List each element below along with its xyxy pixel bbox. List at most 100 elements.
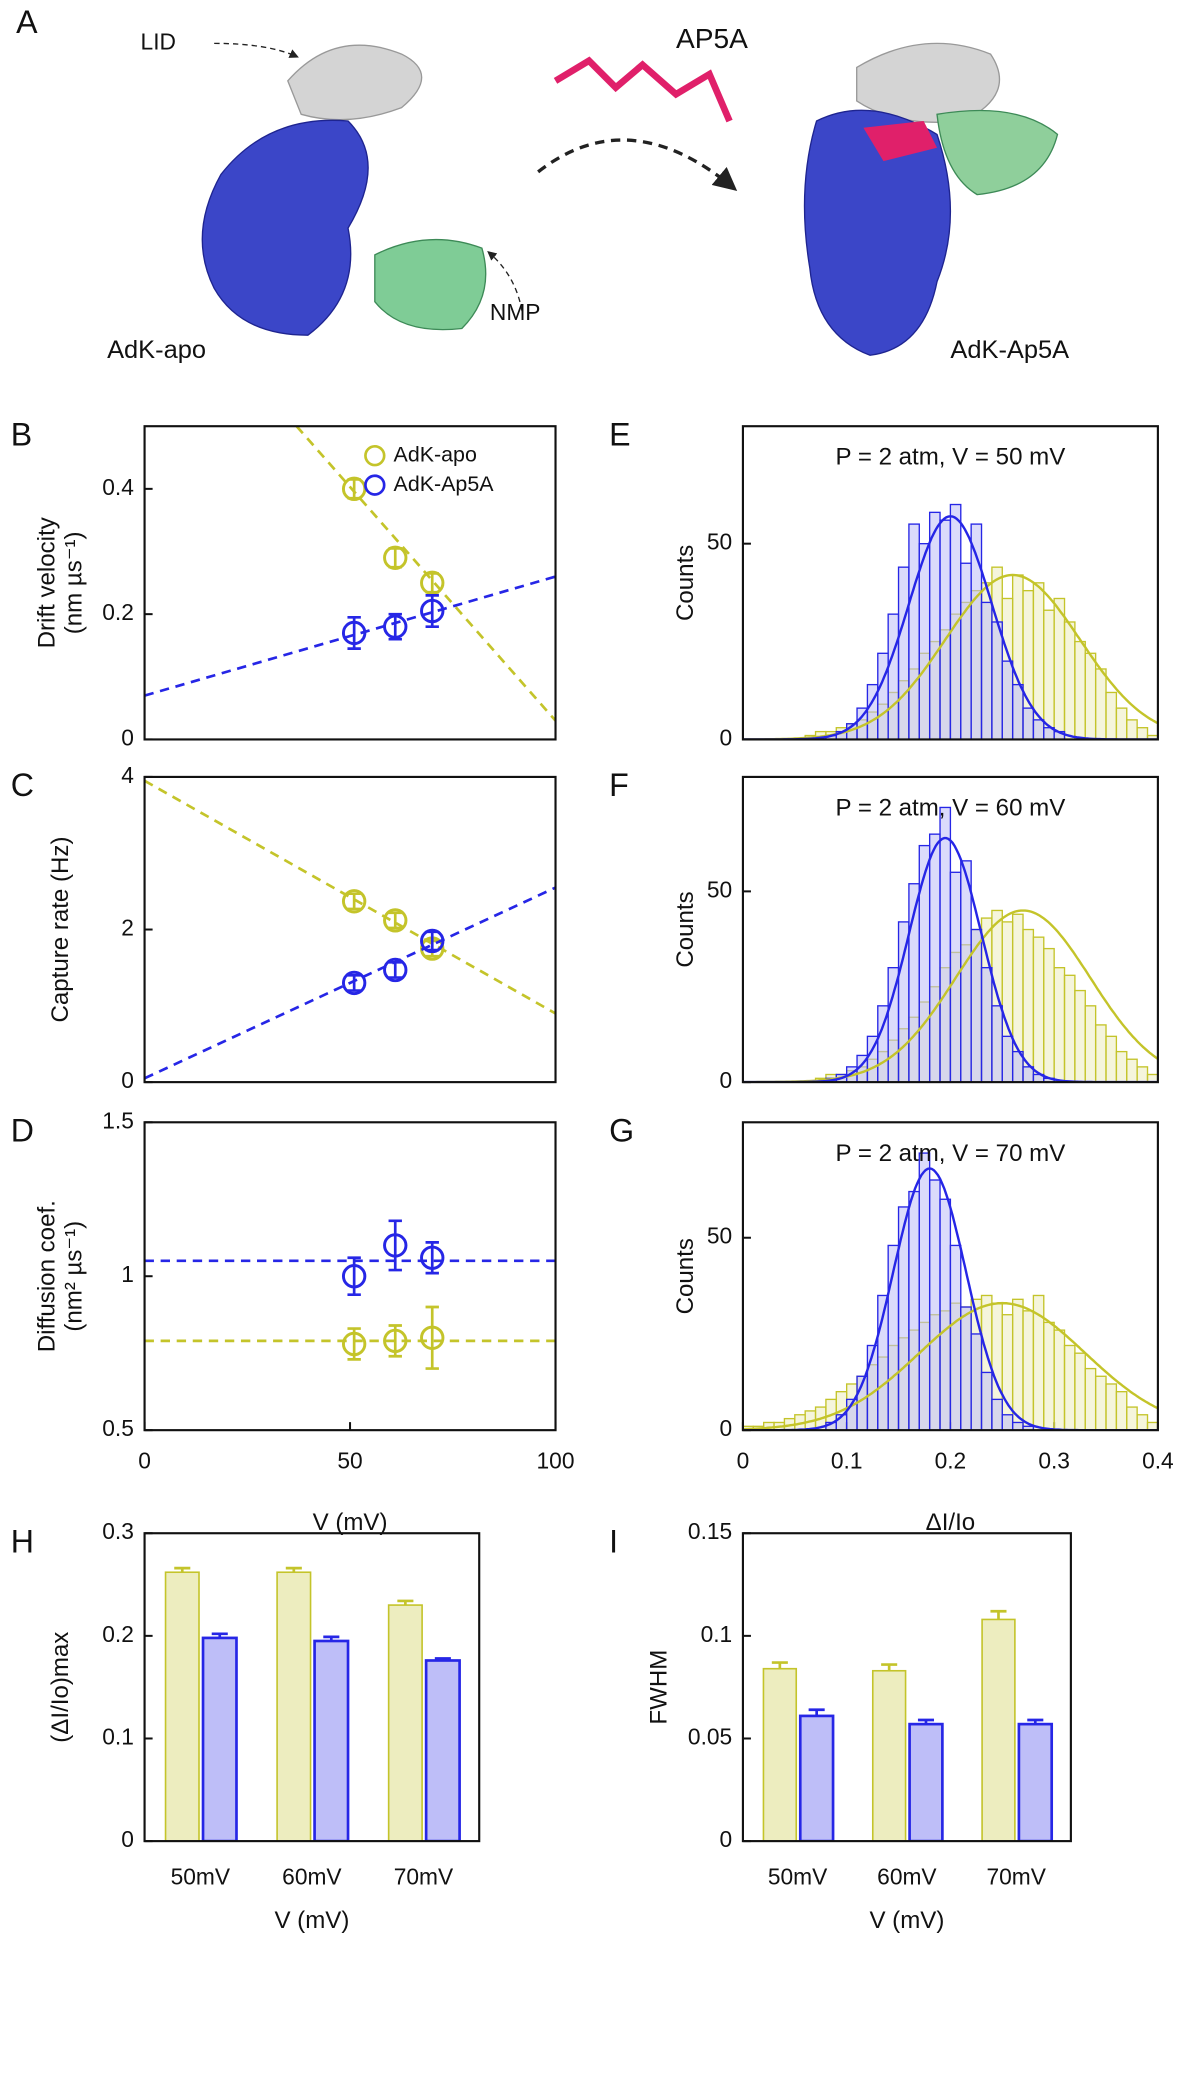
bar (1084, 652, 1097, 740)
bar (1084, 1005, 1097, 1083)
x-axis-label: ΔI/Io (926, 1509, 976, 1536)
bar (908, 523, 920, 740)
bar (276, 1571, 312, 1842)
bar (918, 844, 931, 1083)
error-bar (917, 1718, 935, 1725)
x-tick-label: 0 (737, 1447, 750, 1473)
bar (1136, 727, 1149, 740)
y-axis-label: Drift velocity (34, 517, 61, 648)
bar (313, 1639, 350, 1842)
error-bar (388, 612, 402, 641)
bar (1105, 1383, 1118, 1431)
error-bar (425, 1305, 439, 1370)
chart: G 0 50 0 0.1 0.2 0.3 0.4 Counts ΔI/Io P = 2 atm, V… (609, 1112, 1174, 1536)
point (341, 620, 367, 646)
plot-frame (741, 1532, 1072, 1843)
bar (798, 1714, 835, 1842)
bar (1094, 668, 1107, 740)
chart: I 0 0.05 0.1 0.15 FWHM V (mV) 50mV 60mV 70mV (609, 1518, 1072, 1934)
y-tick-label: 0 (720, 1067, 733, 1093)
bar (1115, 707, 1128, 740)
x-tick-label: 100 (537, 1447, 575, 1473)
plot-frame (143, 775, 557, 1084)
bar (866, 1344, 879, 1431)
point (383, 614, 408, 639)
chart: C 0 2 4 Capture rate (Hz) (11, 762, 557, 1093)
y-axis-label: Counts (672, 1238, 699, 1314)
label-apo: AdK-apo (107, 336, 206, 364)
bar (1043, 947, 1055, 1083)
bar (1022, 1310, 1035, 1431)
bar (424, 1659, 461, 1842)
point (383, 908, 408, 933)
y-axis-label: Counts (672, 891, 699, 967)
bar (949, 1244, 962, 1431)
point (383, 957, 408, 983)
x-tick-label: 70mV (987, 1864, 1047, 1890)
plot-frame (143, 1532, 481, 1843)
y-tick-label: 0 (720, 1415, 733, 1441)
annotation: P = 2 atm, V = 70 mV (836, 1140, 1066, 1167)
bar (877, 652, 889, 740)
panel-a: A LID AP5A NMP AdK-apo AdK-Ap5A (16, 4, 1069, 364)
bar (928, 1179, 941, 1431)
y-tick-label: 0 (121, 1826, 134, 1852)
bar (980, 601, 993, 740)
y-tick-label: 0.2 (102, 1621, 134, 1647)
bar (939, 519, 952, 740)
error-bar (388, 547, 402, 569)
panel-label: A (16, 4, 38, 40)
error-bar (388, 911, 402, 930)
y-axis-label: FWHM (645, 1650, 672, 1725)
annotation: P = 2 atm, V = 50 mV (836, 444, 1066, 471)
panel-label: H (11, 1523, 34, 1559)
y-tick-label: 50 (707, 876, 732, 902)
y-tick-label: 0.3 (102, 1518, 134, 1544)
error-bar (434, 1657, 451, 1661)
bar (991, 1005, 1003, 1083)
ligand (553, 56, 733, 123)
panel-label: G (609, 1112, 634, 1148)
bar (871, 1669, 907, 1842)
error-bar (397, 1599, 414, 1606)
error-bar (347, 892, 361, 911)
y-tick-label: 0.4 (102, 474, 134, 500)
point (420, 1245, 445, 1270)
chart: F 0 50 Counts P = 2 atm, V = 60 mV (609, 767, 1159, 1093)
point (341, 1264, 367, 1289)
bar (1146, 1421, 1158, 1431)
point (420, 1325, 445, 1350)
fit-line (144, 886, 556, 1080)
bar (960, 562, 972, 740)
legend-marker (364, 444, 386, 467)
bar (1094, 1375, 1107, 1431)
point (420, 598, 445, 624)
bar (1032, 936, 1045, 1083)
bar (960, 860, 972, 1083)
plot-area (762, 1609, 1054, 1842)
y-tick-label: 2 (121, 915, 134, 941)
bar (1115, 1050, 1128, 1083)
bar (918, 543, 931, 740)
bar (1017, 1722, 1054, 1842)
bar (1032, 719, 1045, 740)
error-bar (990, 1609, 1007, 1620)
bar (991, 621, 1003, 740)
x-tick-label: 50mV (171, 1864, 231, 1890)
label-ap5a: AdK-Ap5A (950, 336, 1069, 364)
arrow (214, 42, 299, 58)
x-tick-label: 0.3 (1038, 1447, 1070, 1473)
bar (1011, 683, 1024, 740)
point (383, 1328, 408, 1354)
bar (1001, 1414, 1014, 1431)
bar (1001, 660, 1014, 740)
annotation: P = 2 atm, V = 60 mV (836, 794, 1066, 821)
y-tick-label: 0 (121, 724, 134, 750)
point (341, 970, 367, 996)
bar (1084, 1367, 1097, 1431)
panel-label: B (11, 416, 32, 452)
bar (1115, 1391, 1128, 1431)
chart: D 0.5 1 1.5 0 50 100 Diffusion coef. (nm² µs⁻¹) V… (11, 1107, 575, 1536)
arrow (537, 138, 738, 191)
y-tick-label: 0 (720, 724, 733, 750)
